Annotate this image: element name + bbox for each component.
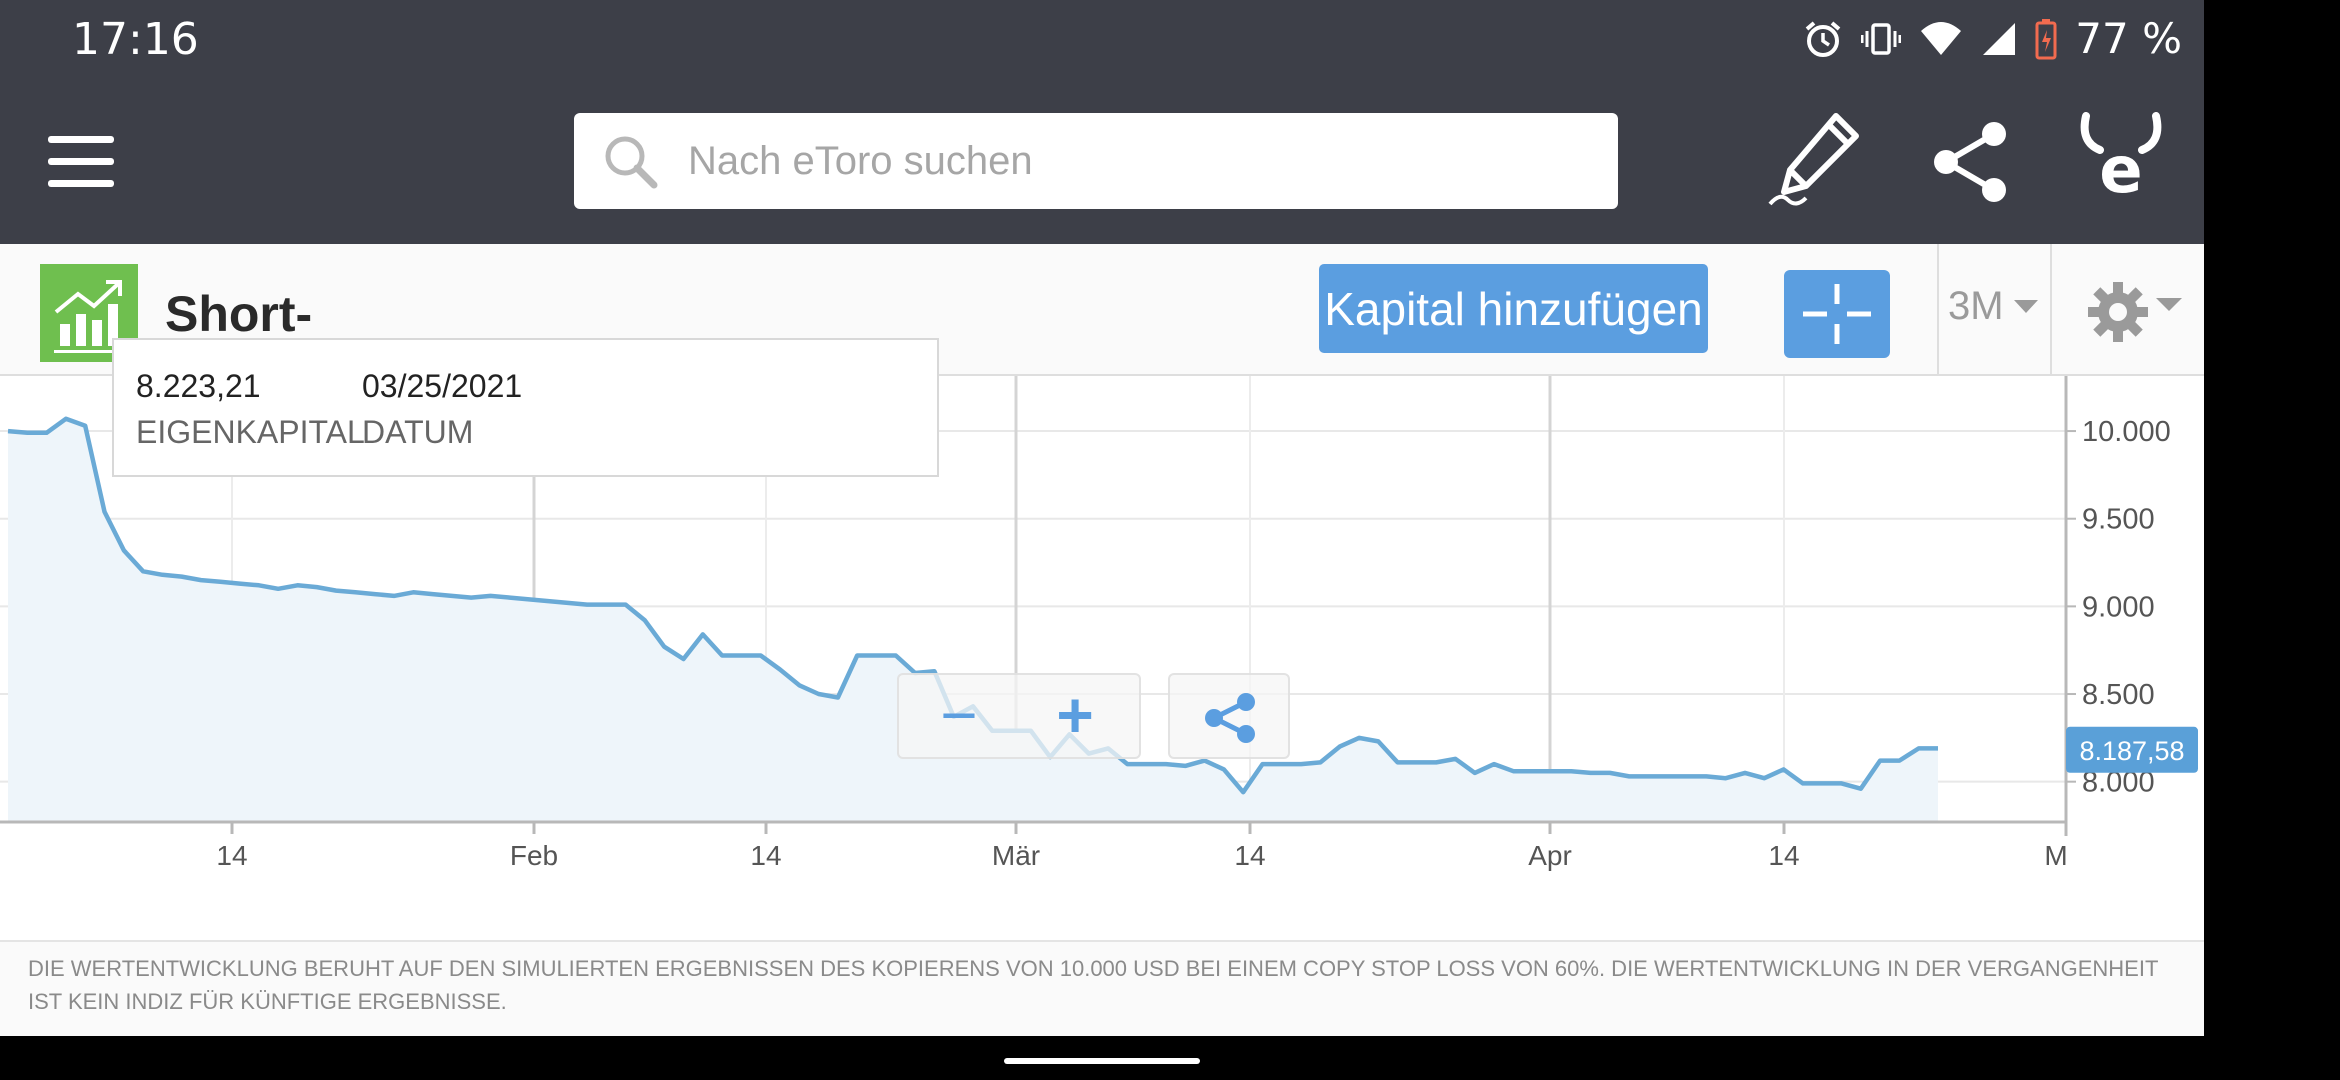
y-tick-label: 10.000 xyxy=(2082,416,2171,448)
etoro-logo-icon: e xyxy=(2080,112,2162,208)
status-icons: 77 % xyxy=(1803,14,2182,63)
divider xyxy=(1937,244,1939,376)
battery-percent: 77 % xyxy=(2075,14,2182,63)
y-tick-label: 9.000 xyxy=(2082,591,2155,623)
x-tick-label: M xyxy=(2044,840,2067,871)
wifi-icon xyxy=(1921,21,1962,55)
gear-icon xyxy=(2088,282,2148,342)
portfolio-panel: Short-Banks Kapital hinzufügen 3M xyxy=(0,244,2204,1036)
search-input[interactable] xyxy=(688,138,1568,184)
tooltip-value: 8.223,21 xyxy=(136,368,261,404)
x-tick-label: Mär xyxy=(992,840,1040,871)
x-tick-label: Apr xyxy=(1528,840,1572,871)
chevron-down-icon xyxy=(2013,299,2038,313)
x-tick-label: 14 xyxy=(1768,840,1799,871)
chart-settings-button[interactable] xyxy=(2086,280,2182,344)
x-tick-label: 14 xyxy=(216,840,247,871)
menu-button[interactable] xyxy=(48,136,114,188)
edit-button[interactable] xyxy=(1766,110,1864,215)
x-tick-label: 14 xyxy=(750,840,781,871)
chart-share-button[interactable] xyxy=(1168,673,1290,759)
search-box[interactable] xyxy=(574,113,1618,209)
chart-tooltip: 8.223,21 03/25/2021 EIGENKAPITAL DATUM xyxy=(112,338,939,477)
x-tick-label: 14 xyxy=(1234,840,1265,871)
portfolio-chart-icon xyxy=(40,264,138,362)
tooltip-date: 03/25/2021 xyxy=(362,368,523,404)
disclaimer-text: DIE WERTENTWICKLUNG BERUHT AUF DEN SIMUL… xyxy=(0,940,2204,1036)
share-icon xyxy=(1205,693,1255,743)
zoom-out-button[interactable]: − xyxy=(940,679,978,751)
time-range-select[interactable]: 3M xyxy=(1948,284,2038,329)
zoom-in-button[interactable]: + xyxy=(1056,679,1094,751)
current-value-badge xyxy=(2066,726,2198,773)
add-capital-button[interactable]: Kapital hinzufügen xyxy=(1319,264,1708,353)
chevron-down-icon xyxy=(2156,298,2182,311)
home-gesture-handle[interactable] xyxy=(1004,1058,1200,1064)
signal-icon xyxy=(1983,22,2016,55)
edit-pencil-icon xyxy=(1768,113,1859,206)
vibrate-icon xyxy=(1861,22,1902,55)
zoom-controls: − + xyxy=(897,673,1141,759)
crosshair-icon xyxy=(1803,284,1871,344)
menu-icon xyxy=(48,136,114,143)
app-bar: e xyxy=(0,80,2204,244)
share-button[interactable] xyxy=(1928,120,2012,209)
system-nav-bar xyxy=(0,1036,2340,1080)
time-range-value: 3M xyxy=(1948,284,2004,328)
divider xyxy=(2050,244,2052,376)
crosshair-toggle-button[interactable] xyxy=(1784,270,1890,358)
y-tick-label: 8.500 xyxy=(2082,679,2155,711)
share-icon xyxy=(1934,122,2006,202)
battery-icon xyxy=(2035,18,2057,59)
tooltip-value-label: EIGENKAPITAL xyxy=(136,414,365,450)
y-tick-label: 9.500 xyxy=(2082,504,2155,536)
status-time: 17:16 xyxy=(72,14,199,65)
search-icon xyxy=(605,136,658,189)
tooltip-date-label: DATUM xyxy=(362,414,474,450)
x-tick-label: Feb xyxy=(510,840,558,871)
etoro-logo-button[interactable]: e xyxy=(2078,112,2164,208)
svg-text:e: e xyxy=(2099,134,2142,202)
status-bar: 17:16 77 % xyxy=(0,0,2204,80)
alarm-icon xyxy=(1805,20,1841,57)
equity-area xyxy=(8,418,1938,822)
current-value-label: 8.187,58 xyxy=(2079,736,2184,766)
